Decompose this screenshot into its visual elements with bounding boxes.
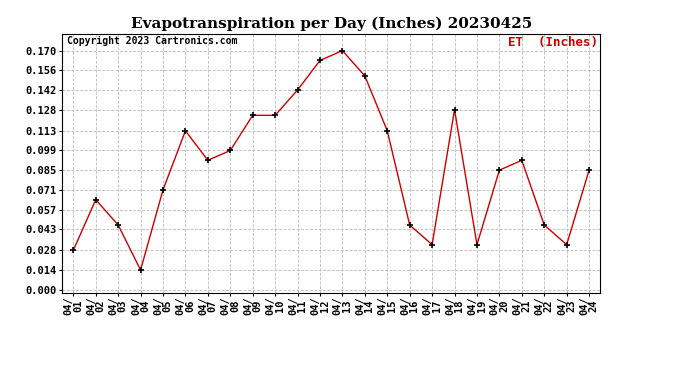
Title: Evapotranspiration per Day (Inches) 20230425: Evapotranspiration per Day (Inches) 2023…	[130, 17, 532, 31]
Text: ET  (Inches): ET (Inches)	[508, 36, 598, 50]
Text: Copyright 2023 Cartronics.com: Copyright 2023 Cartronics.com	[68, 36, 238, 46]
